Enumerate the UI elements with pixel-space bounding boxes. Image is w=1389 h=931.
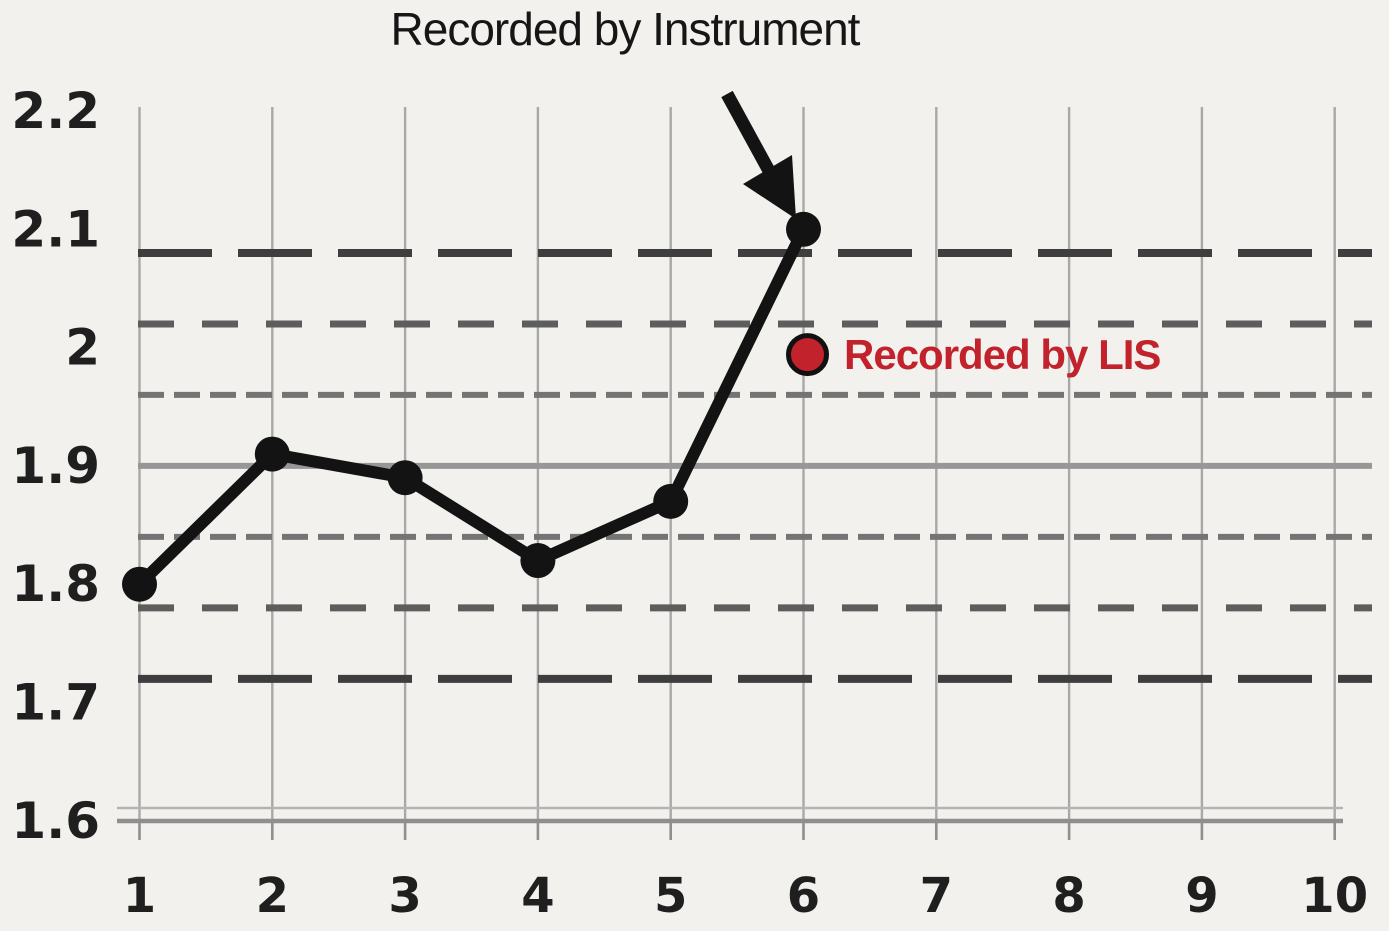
y-tick-label: 2.2 (11, 82, 100, 140)
series-point (254, 436, 290, 472)
series-point (122, 566, 157, 602)
callout-arrow-shaft (721, 90, 780, 184)
y-tick-label: 2 (65, 319, 100, 377)
lis-point (786, 333, 829, 377)
x-tick-label: 8 (1052, 868, 1085, 924)
y-tick-label: 2.1 (11, 200, 100, 258)
y-tick-label: 1.7 (11, 674, 100, 732)
y-tick-label: 1.6 (11, 792, 100, 850)
arrowhead-icon (743, 155, 796, 219)
x-tick-label: 4 (521, 868, 554, 924)
series-line (133, 223, 810, 591)
x-tick-label: 9 (1185, 868, 1218, 924)
x-tick-label: 10 (1301, 868, 1368, 924)
series-point (520, 543, 556, 579)
x-tick-label: 6 (787, 868, 820, 924)
series-point (786, 211, 821, 247)
y-tick-label: 1.9 (11, 437, 100, 495)
lis-point-label: Recorded by LIS (844, 331, 1161, 378)
y-tick-label: 1.8 (11, 555, 100, 613)
x-tick-label: 7 (920, 868, 953, 924)
series-point (653, 483, 689, 519)
x-tick-label: 3 (388, 868, 421, 924)
instrument-callout-label: Recorded by Instrument (390, 3, 861, 55)
x-tick-label: 5 (654, 868, 687, 924)
series-point (387, 460, 423, 496)
x-tick-label: 2 (256, 868, 289, 924)
x-tick-label: 1 (123, 868, 156, 924)
